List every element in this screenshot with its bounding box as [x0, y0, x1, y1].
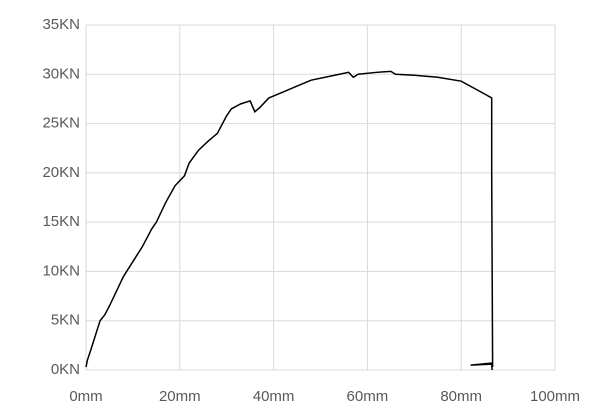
- x-tick-label: 60mm: [347, 388, 389, 405]
- x-tick-label: 40mm: [253, 388, 295, 405]
- x-tick-label: 20mm: [159, 388, 201, 405]
- y-tick-label: 15KN: [42, 213, 80, 230]
- x-tick-label: 80mm: [440, 388, 482, 405]
- y-tick-label: 20KN: [42, 164, 80, 181]
- x-tick-label: 0mm: [69, 388, 102, 405]
- y-tick-label: 30KN: [42, 65, 80, 82]
- y-tick-label: 0KN: [51, 361, 80, 378]
- y-tick-label: 10KN: [42, 262, 80, 279]
- y-tick-label: 25KN: [42, 115, 80, 132]
- data-line: [85, 70, 494, 371]
- x-tick-label: 100mm: [530, 388, 580, 405]
- y-tick-label: 5KN: [51, 312, 80, 329]
- y-tick-label: 35KN: [42, 16, 80, 33]
